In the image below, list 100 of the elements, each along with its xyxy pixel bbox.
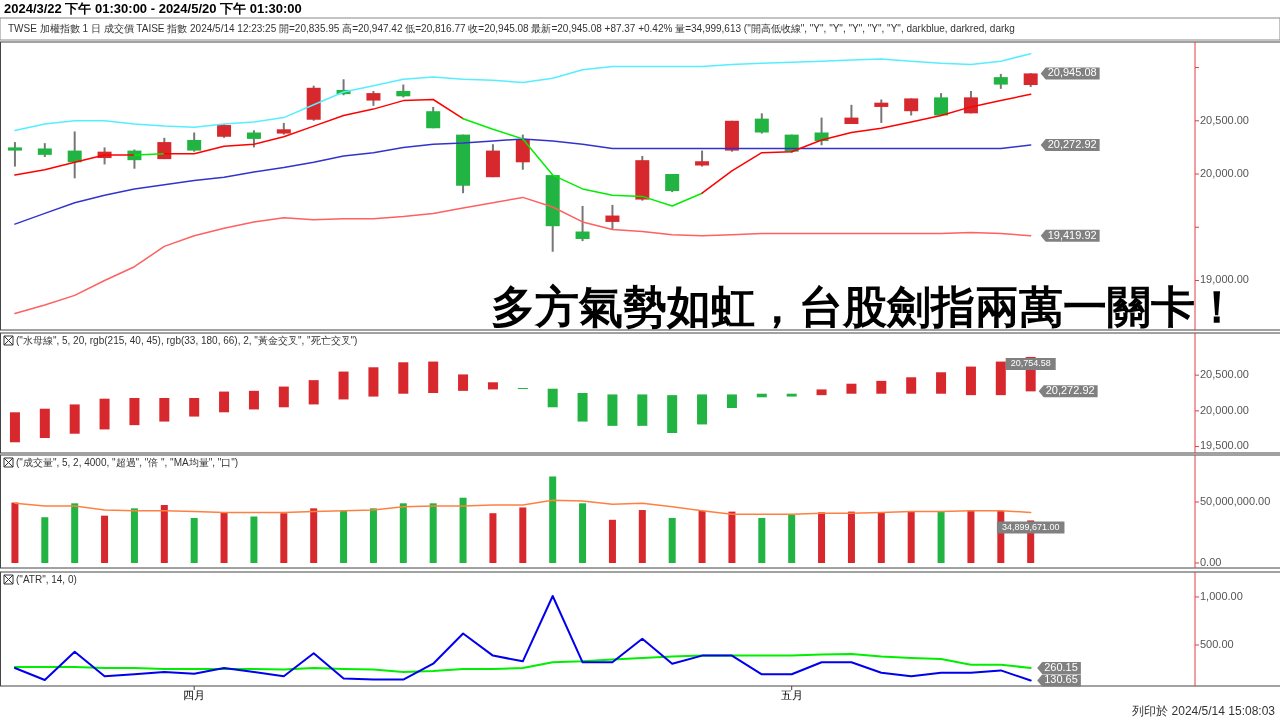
x-tick-label: 五月 xyxy=(780,688,803,701)
bar xyxy=(11,502,19,563)
data-label: 20,272.92 xyxy=(1047,137,1097,150)
bar xyxy=(847,511,855,563)
bar xyxy=(728,511,736,563)
bar xyxy=(549,476,557,563)
bar xyxy=(489,513,497,563)
chart-subtitle: TWSE 加權指數 1 日 成交價 TAISE 指數 2024/5/14 12:23:25 開=20,835.95 高=20,947.42 低=20,816.77 收=20,945.08 最新=20,945.08 +87.37 +0.42% 量=34,999,613 ("開高低收線", "Y", "Y", "Y", "Y", "Y", darkblue, darkred, darkg xyxy=(8,22,1015,34)
chart-title: ("ATR", 14, 0) xyxy=(16,573,77,585)
bar xyxy=(459,497,467,563)
bar xyxy=(936,372,947,394)
bar xyxy=(547,388,558,408)
text: 列印於 2024/5/14 15:08:03 xyxy=(1132,704,1276,719)
bar xyxy=(428,361,439,393)
bar xyxy=(310,508,318,563)
bar xyxy=(429,503,437,563)
y-tick-label: 500.00 xyxy=(1200,637,1234,650)
line-series xyxy=(13,653,1032,673)
bar xyxy=(758,517,766,563)
candlestick xyxy=(605,203,620,231)
bar xyxy=(786,393,797,397)
y-tick-label: 20,000.00 xyxy=(1200,166,1249,179)
annotation: 20,272.92 xyxy=(1045,384,1095,397)
y-tick-label: 50,000,000.00 xyxy=(1200,494,1271,507)
chart-title: ("成交量", 5, 2, 4000, "超過", "倍 ", "MA均量", "口") xyxy=(16,456,239,468)
bar xyxy=(248,390,259,410)
bar xyxy=(458,374,469,391)
line-series xyxy=(14,138,1032,225)
bar xyxy=(399,503,407,563)
y-tick-label: 1,000.00 xyxy=(1200,589,1243,602)
bar xyxy=(369,508,377,563)
line-series xyxy=(462,117,703,207)
data-label: 130.65 xyxy=(1044,673,1078,686)
bar xyxy=(398,362,409,394)
bar xyxy=(71,503,79,563)
bar xyxy=(308,380,319,405)
candlestick xyxy=(515,133,530,171)
bar xyxy=(876,380,887,394)
candlestick xyxy=(7,141,22,168)
text: 20,945.08 xyxy=(1047,66,1097,79)
line-series xyxy=(14,499,1032,516)
bar xyxy=(907,511,915,563)
bar xyxy=(340,510,348,563)
candlestick xyxy=(754,112,769,135)
bar xyxy=(668,517,676,563)
bar xyxy=(160,505,168,563)
bar xyxy=(906,377,917,394)
bar xyxy=(607,394,618,426)
bar xyxy=(638,510,646,563)
candlestick xyxy=(665,173,680,194)
line-series xyxy=(13,595,1032,682)
bar xyxy=(577,393,588,422)
bar xyxy=(130,508,138,563)
y-tick-label: 19,500.00 xyxy=(1200,439,1249,452)
bar xyxy=(99,398,110,430)
bar xyxy=(816,389,827,396)
candlestick xyxy=(814,116,829,147)
candlestick xyxy=(187,131,202,153)
bar xyxy=(965,366,976,396)
data-label: 20,754.58 xyxy=(1010,358,1051,369)
candlestick xyxy=(874,98,889,124)
y-tick-label: 0.00 xyxy=(1200,555,1222,568)
bar xyxy=(190,517,198,563)
bar xyxy=(519,507,527,563)
bar xyxy=(726,394,737,408)
x-tick-label: 四月 xyxy=(183,688,206,701)
bar xyxy=(280,513,288,563)
bar xyxy=(937,511,945,563)
candlestick xyxy=(844,103,859,125)
bar xyxy=(788,514,796,563)
candlestick xyxy=(575,204,590,243)
bar xyxy=(579,503,587,563)
y-tick-label: 20,000.00 xyxy=(1200,403,1249,416)
data-label: 34,899,671.00 xyxy=(1001,521,1060,532)
bar xyxy=(219,391,230,413)
y-tick-label: 20,500.00 xyxy=(1200,368,1249,381)
bar xyxy=(637,394,648,426)
bar xyxy=(608,519,616,563)
bar xyxy=(877,512,885,563)
bar xyxy=(368,367,379,397)
bar xyxy=(129,398,140,426)
bar xyxy=(818,512,826,563)
bar xyxy=(697,394,708,425)
bar xyxy=(338,371,349,400)
bar xyxy=(846,383,857,394)
bar xyxy=(250,516,258,563)
bar xyxy=(41,517,49,563)
bar xyxy=(159,398,170,422)
bar xyxy=(189,398,200,417)
bar xyxy=(39,408,50,438)
line-series xyxy=(701,93,1032,194)
data-label: 260.15 xyxy=(1044,660,1078,673)
bar xyxy=(69,404,80,434)
bar xyxy=(487,382,498,390)
bar xyxy=(278,386,289,408)
line-series xyxy=(14,52,1032,132)
data-label: 19,419.92 xyxy=(1047,228,1097,241)
chart-title: ("水母線", 5, 20, rgb(215, 40, 45), rgb(33, 180, 66), 2, "黃金交叉", "死亡交叉") xyxy=(16,334,358,346)
bar xyxy=(220,512,228,563)
bar xyxy=(667,395,678,433)
